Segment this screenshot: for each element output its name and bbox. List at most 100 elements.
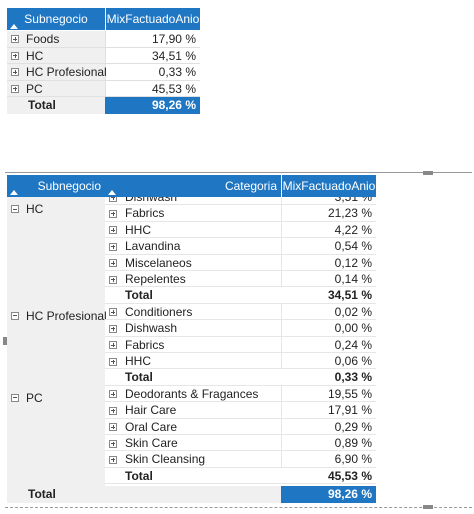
sort-arrow [10, 24, 18, 29]
category-label: HHC [125, 354, 151, 368]
expand-icon[interactable] [109, 275, 117, 284]
row-line [105, 31, 200, 48]
expand-icon[interactable] [109, 242, 117, 251]
subtotal-value: 0,33 % [334, 370, 372, 385]
category-label: Dishwash [125, 197, 178, 204]
col-divider [281, 402, 282, 419]
expand-icon[interactable] [109, 197, 117, 202]
category-value: 0,02 % [334, 304, 372, 319]
category-value: 0,54 % [334, 239, 372, 254]
grand-total-bg [7, 486, 281, 503]
expand-icon[interactable] [109, 308, 117, 317]
col-divider [281, 336, 282, 353]
row-label: PC [26, 81, 43, 96]
category-label: Skin Care [125, 436, 178, 450]
col-divider [281, 271, 282, 288]
column-header: Subnegocio [7, 175, 105, 197]
column-header: MixFactuadoAnio [105, 8, 200, 30]
collapse-icon[interactable] [11, 393, 19, 402]
grand-total-label: Total [28, 487, 56, 501]
category-label: Lavandina [125, 239, 181, 254]
column-header: Subnegocio [7, 8, 105, 30]
row-header-column [7, 197, 105, 486]
row-line [105, 402, 376, 419]
total-label: Total [28, 98, 56, 112]
col-divider [281, 435, 282, 452]
row-value: 17,90 % [151, 32, 196, 46]
expand-icon[interactable] [109, 209, 117, 218]
category-label: Oral Care [125, 419, 178, 434]
category-label: Hair Care [125, 403, 177, 418]
category-label: Repelentes [125, 272, 186, 286]
total-value: 98,26 % [105, 97, 200, 114]
row-label: Foods [26, 32, 60, 46]
expand-icon[interactable] [109, 341, 117, 350]
category-label: Miscelaneos [125, 255, 192, 270]
col-divider [281, 353, 282, 370]
expand-icon[interactable] [109, 390, 117, 399]
resize-handle[interactable] [423, 171, 433, 175]
expand-icon[interactable] [109, 423, 117, 432]
category-value: 0,00 % [334, 321, 372, 336]
expand-icon[interactable] [109, 357, 117, 366]
subtotal-label: Total [125, 370, 153, 385]
category-label: HHC [125, 222, 151, 237]
row-value: 0,33 % [158, 65, 196, 79]
subtotal-label: Total [125, 468, 153, 483]
expand-icon[interactable] [109, 324, 117, 333]
sort-arrow [108, 190, 116, 195]
expand-icon[interactable] [11, 84, 19, 93]
total-bg [7, 97, 105, 114]
col-divider [281, 385, 282, 403]
row-bg [7, 80, 105, 97]
subtotal-line [105, 468, 376, 485]
subtotal-value: 34,51 % [327, 288, 372, 303]
expand-icon[interactable] [109, 406, 117, 415]
expand-icon[interactable] [109, 439, 117, 448]
expand-icon[interactable] [109, 226, 117, 235]
category-value: 19,55 % [327, 386, 372, 401]
resize-handle[interactable] [423, 505, 433, 509]
category-value: 0,06 % [334, 354, 372, 368]
collapse-icon[interactable] [11, 311, 19, 320]
category-label: Deodorants & Fragances [125, 386, 259, 401]
row-bg [7, 64, 105, 81]
row-line [105, 197, 376, 206]
category-value: 21,23 % [327, 206, 372, 221]
frame-top [5, 172, 472, 173]
frame-bottom [5, 507, 472, 508]
subtotal-line [105, 287, 376, 304]
col-divider [281, 303, 282, 321]
category-value: 0,12 % [334, 255, 372, 270]
collapse-icon[interactable] [11, 205, 19, 213]
row-value: 34,51 % [151, 48, 196, 63]
row-line [105, 47, 200, 64]
category-value: 0,14 % [334, 272, 372, 286]
col-divider [281, 254, 282, 271]
expand-icon[interactable] [11, 35, 19, 43]
col-divider [281, 320, 282, 337]
col-divider [281, 221, 282, 239]
category-value: 0,29 % [334, 419, 372, 434]
category-value: 0,24 % [334, 337, 372, 352]
row-line [105, 222, 376, 239]
expand-icon[interactable] [109, 259, 117, 268]
row-label: HC [26, 48, 44, 63]
row-line [105, 451, 376, 468]
category-label: Skin Cleansing [125, 452, 206, 467]
resize-handle[interactable] [3, 337, 7, 345]
expand-icon[interactable] [11, 68, 19, 76]
column-header: Categoria [105, 175, 281, 197]
expand-icon[interactable] [109, 455, 117, 464]
row-line [105, 304, 376, 321]
subtotal-value: 45,53 % [327, 468, 372, 483]
row-line [105, 80, 200, 97]
expand-icon[interactable] [11, 51, 19, 60]
row-line [105, 353, 376, 370]
category-value: 3,51 % [334, 197, 372, 204]
column-header: MixFactuadoAnio [281, 175, 376, 197]
col-divider [281, 418, 282, 435]
row-line [105, 386, 376, 403]
subtotal-line [105, 369, 376, 386]
